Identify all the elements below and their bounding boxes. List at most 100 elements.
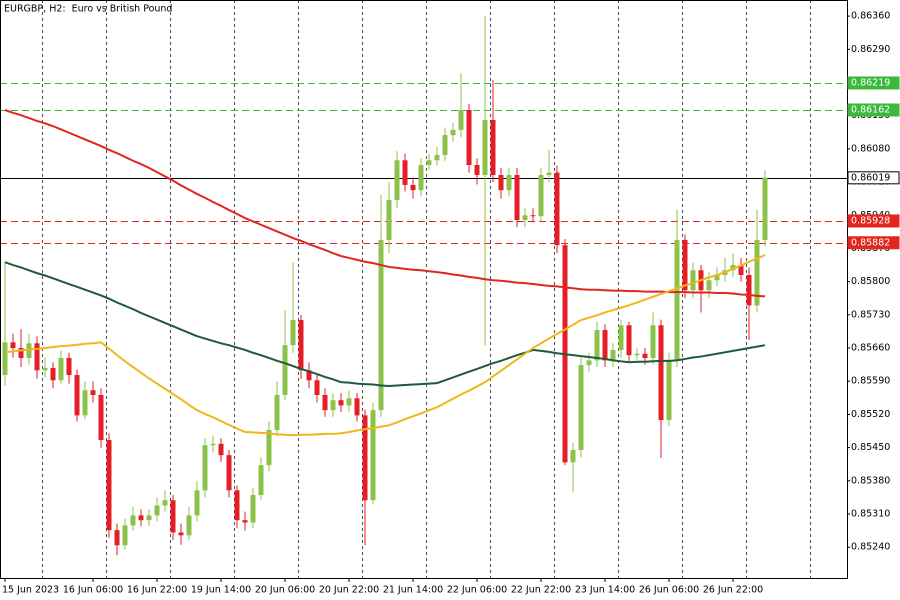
x-tick-label: 16 Jun 22:00 [127,585,187,596]
candle-body [746,275,752,306]
candle-body [386,200,392,240]
plot [2,16,768,556]
candle-body [530,215,536,217]
candle-body [226,455,232,491]
x-tick-label: 22 Jun 22:00 [511,585,571,596]
candle-body [122,525,128,546]
candle-body [74,375,80,416]
candle-body [538,174,544,217]
candle-body [186,515,192,536]
candle-body [546,172,552,175]
candle-body [266,430,272,466]
candle-body [66,357,72,376]
y-tick-label: 0.85800 [851,276,890,287]
candle-body [610,349,616,361]
candle-body [290,320,296,346]
x-tick-label: 22 Jun 06:00 [447,585,507,596]
y-tick-label: 0.86080 [851,143,890,154]
x-tick-label: 26 Jun 06:00 [639,585,699,596]
candle-body [402,160,408,185]
candle-body [754,239,760,306]
y-tick-label: 0.85660 [851,343,890,354]
candle-body [210,443,216,446]
x-tick-label: 23 Jun 14:00 [575,585,635,596]
x-tick-label: 15 Jun 2023 [2,585,59,596]
candle-body [706,280,712,291]
candle-body [258,465,264,496]
candle-body [362,415,368,501]
candle-body [82,390,88,416]
price-tag-label: 0.85882 [851,237,890,248]
candle-body [98,394,104,441]
candle-body [146,515,152,521]
candle-body [714,275,720,281]
candle-body [242,520,248,523]
candle-body [666,360,672,421]
y-tick-label: 0.86360 [851,11,890,22]
candle-body [378,239,384,411]
y-tick-label: 0.85310 [851,508,890,519]
y-tick-label: 0.85590 [851,376,890,387]
grid [0,0,847,578]
candle-body [202,445,208,491]
candle-body [234,490,240,521]
candle-body [42,367,48,371]
x-tick-label: 21 Jun 14:00 [383,585,443,596]
y-tick-label: 0.85730 [851,309,890,320]
candle-body [434,155,440,161]
y-tick-label: 0.85520 [851,409,890,420]
candle-body [50,367,56,381]
price-tag-label: 0.86219 [851,77,890,88]
y-tick-label: 0.86290 [851,44,890,55]
price-tag [847,103,900,117]
candle-body [658,325,664,421]
candle-body [18,348,24,358]
candle-body [738,265,744,276]
y-tick-label: 0.85240 [851,542,890,553]
x-tick-label: 19 Jun 14:00 [191,585,251,596]
candle-body [474,165,480,175]
candle-body [418,165,424,191]
candle-body [106,440,112,531]
candle-body [690,270,696,291]
candle-body [762,177,768,240]
y-tick-label: 0.85450 [851,442,890,453]
candle-body [466,110,472,166]
candle-body [570,449,576,463]
x-tick-label: 16 Jun 06:00 [63,585,123,596]
candle-body [730,265,736,271]
candle-body [58,357,64,381]
candle-body [506,174,512,191]
candle-body [370,410,376,501]
candle-body [138,515,144,521]
candle-body [218,443,224,456]
candle-body [650,325,656,358]
candle-body [10,342,16,349]
moving-average [4,109,766,298]
candle-body [682,239,688,291]
moving-average [4,261,766,387]
candle-body [594,330,600,361]
candle-body [114,530,120,546]
candle-body [586,360,592,366]
candle-body [450,129,456,136]
candle-body [626,325,632,356]
candle-body [314,380,320,395]
x-tick-label: 20 Jun 22:00 [319,585,379,596]
candle-body [634,353,640,356]
candle-body [162,500,168,506]
candle-body [330,400,336,411]
candle-body [322,394,328,411]
candle-body [674,239,680,361]
candle-body [298,320,304,371]
candle-body [394,160,400,201]
candle-body [618,325,624,350]
candle-body [346,398,352,406]
candle-body [602,330,608,361]
candle-body [306,370,312,381]
candle-body [250,495,256,523]
candle-body [498,174,504,191]
candle-body [178,532,184,536]
